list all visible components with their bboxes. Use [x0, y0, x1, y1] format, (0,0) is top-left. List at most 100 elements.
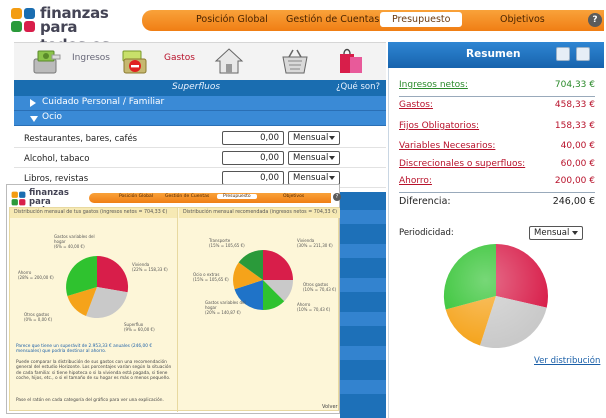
label-line: Gastos variables del [54, 234, 95, 239]
period-select[interactable]: Mensual [288, 171, 340, 185]
pie-label: Vivienda (22% = 158,33 €) [132, 262, 168, 272]
pie-label: Ahorro (10% = 70,43 €) [297, 302, 330, 312]
label-line: Otros gastos [24, 312, 50, 317]
category-cuidado-personal[interactable]: Cuidado Personal / Familiar [14, 96, 386, 111]
right-title: Distribución mensual recomendada (ingres… [179, 208, 340, 218]
pie-label: Otros gastos (0% = 0,00 €) [24, 312, 52, 322]
summary-label[interactable]: Fijos Obligatorios: [399, 121, 480, 131]
tab-ingresos-label[interactable]: Ingresos [72, 53, 110, 63]
left-title: Distribución mensual de tus gastos (ingr… [10, 208, 177, 218]
label-line: Otros gastos [303, 282, 329, 287]
basket-icon[interactable] [280, 47, 310, 75]
amount-input[interactable]: 0,00 [222, 171, 284, 185]
summary-label[interactable]: Ahorro: [399, 176, 432, 186]
main-nav: Posición Global Gestión de Cuentas Presu… [142, 10, 604, 31]
label-line: (6% = 40,00 €) [54, 244, 85, 249]
nav-item: Objetivos [283, 194, 305, 199]
house-icon[interactable] [214, 47, 244, 75]
summary-row-ingresos[interactable]: Ingresos netos: 704,33 € [399, 80, 595, 96]
periodicity-select[interactable]: Mensual [529, 226, 583, 240]
summary-value: 200,00 € [554, 176, 595, 186]
pie-slice [238, 250, 263, 280]
nav-gestion-de-cuentas[interactable]: Gestión de Cuentas [286, 14, 380, 25]
budget-row: Restaurantes, bares, cafés 0,00 Mensual [14, 130, 386, 148]
shopping-bag-icon[interactable] [336, 47, 366, 75]
summary-label[interactable]: Gastos: [399, 100, 433, 110]
row-label: Alcohol, tabaco [24, 154, 90, 164]
expense-icon[interactable] [120, 47, 150, 75]
current-pie-chart [66, 255, 129, 319]
back-link: Volver [322, 404, 338, 410]
what-are-they-link[interactable]: ¿Qué son? [335, 82, 380, 92]
category-ocio[interactable]: Ocio [14, 111, 386, 126]
label-line: (0% = 0,00 €) [24, 317, 53, 322]
section-title: Superfluos [172, 82, 221, 92]
category-label: Ocio [42, 112, 63, 122]
label-line: Superfluo [124, 322, 144, 327]
amount-input[interactable]: 0,00 [222, 151, 284, 165]
summary-title: Resumen [466, 48, 521, 60]
label-line: Transporte [209, 238, 231, 243]
summary-row-fijos[interactable]: Fijos Obligatorios: 158,33 € [399, 121, 595, 137]
period-select[interactable]: Mensual [288, 131, 340, 145]
category-bar [340, 380, 386, 394]
summary-value: 158,33 € [554, 121, 595, 131]
pie-gloss [444, 244, 548, 348]
summary-label[interactable]: Ingresos netos: [399, 80, 468, 90]
ver-distribucion-link[interactable]: Ver distribución [534, 356, 601, 366]
summary-value: 704,33 € [554, 80, 595, 90]
label-line: hogar [205, 305, 217, 310]
label-line: (20% = 140,87 €) [205, 310, 241, 315]
pie-slice [67, 287, 97, 316]
summary-panel: Ingresos netos: 704,33 € Gastos: 458,33 … [388, 68, 604, 418]
period-value: Mensual [293, 173, 329, 183]
amount-input[interactable]: 0,00 [222, 131, 284, 145]
label-line: (10% = 70,43 €) [303, 287, 337, 292]
label-line: (15% = 105,65 €) [209, 243, 245, 248]
summary-value: 40,00 € [560, 141, 595, 151]
hover-note: Pase el ratón en cada categoría del gráf… [16, 398, 164, 403]
label-line: (30% = 211,30 €) [297, 243, 333, 248]
comparison-note: Puede comparar la distribución de sus ga… [16, 360, 172, 382]
budget-row: Alcohol, tabaco 0,00 Mensual [14, 150, 386, 168]
label-line: hogar [54, 239, 66, 244]
collapse-arrow-icon [30, 116, 38, 122]
chevron-down-icon [329, 136, 335, 140]
summary-value: 458,33 € [554, 100, 595, 110]
period-select[interactable]: Mensual [288, 151, 340, 165]
summary-value: 60,00 € [560, 159, 595, 169]
nav-objetivos[interactable]: Objetivos [500, 14, 545, 25]
money-icon[interactable] [32, 47, 62, 75]
summary-label[interactable]: Discrecionales o superfluos: [399, 159, 526, 169]
window-icon[interactable] [576, 47, 590, 61]
summary-row-variables[interactable]: Variables Necesarios: 40,00 € [399, 141, 595, 157]
chevron-down-icon [572, 231, 578, 235]
label-line: Ocio o extras [193, 272, 220, 277]
divider [399, 96, 595, 97]
row-label: Libros, revistas [24, 174, 89, 184]
summary-row-ahorro[interactable]: Ahorro: 200,00 € [399, 176, 595, 192]
nav-presupuesto[interactable]: Presupuesto [380, 12, 463, 27]
tab-gastos-label[interactable]: Gastos [164, 53, 195, 63]
summary-label[interactable]: Variables Necesarios: [399, 141, 496, 151]
help-icon: ? [333, 193, 341, 201]
overlay-body: Distribución mensual de tus gastos (ingr… [9, 207, 340, 412]
label-line: (9% = 60,00 €) [124, 327, 155, 332]
logo[interactable]: finanzas para todos.es [10, 3, 150, 54]
summary-row-discrecionales[interactable]: Discrecionales o superfluos: 60,00 € [399, 159, 595, 175]
summary-pie-chart[interactable] [440, 240, 552, 352]
help-icon[interactable]: ? [588, 13, 602, 27]
label-line: (28% = 200,00 €) [18, 275, 54, 280]
pie-slice [86, 287, 128, 319]
pie-label: Otros gastos (10% = 70,43 €) [303, 282, 336, 292]
expand-arrow-icon [30, 99, 36, 107]
pie-label: Transporte (15% = 105,65 €) [209, 238, 245, 248]
label-line: (15% = 105,65 €) [193, 277, 229, 282]
periodicity-value: Mensual [534, 228, 570, 238]
surplus-note: Parece que tiene un superávit de 2.953,3… [16, 344, 153, 355]
nav-posicion-global[interactable]: Posición Global [196, 14, 268, 25]
summary-row-gastos[interactable]: Gastos: 458,33 € [399, 100, 595, 116]
summary-row-diferencia: Diferencia: 246,00 € [399, 196, 595, 212]
print-icon[interactable] [556, 47, 570, 61]
pie-slice [263, 250, 293, 280]
